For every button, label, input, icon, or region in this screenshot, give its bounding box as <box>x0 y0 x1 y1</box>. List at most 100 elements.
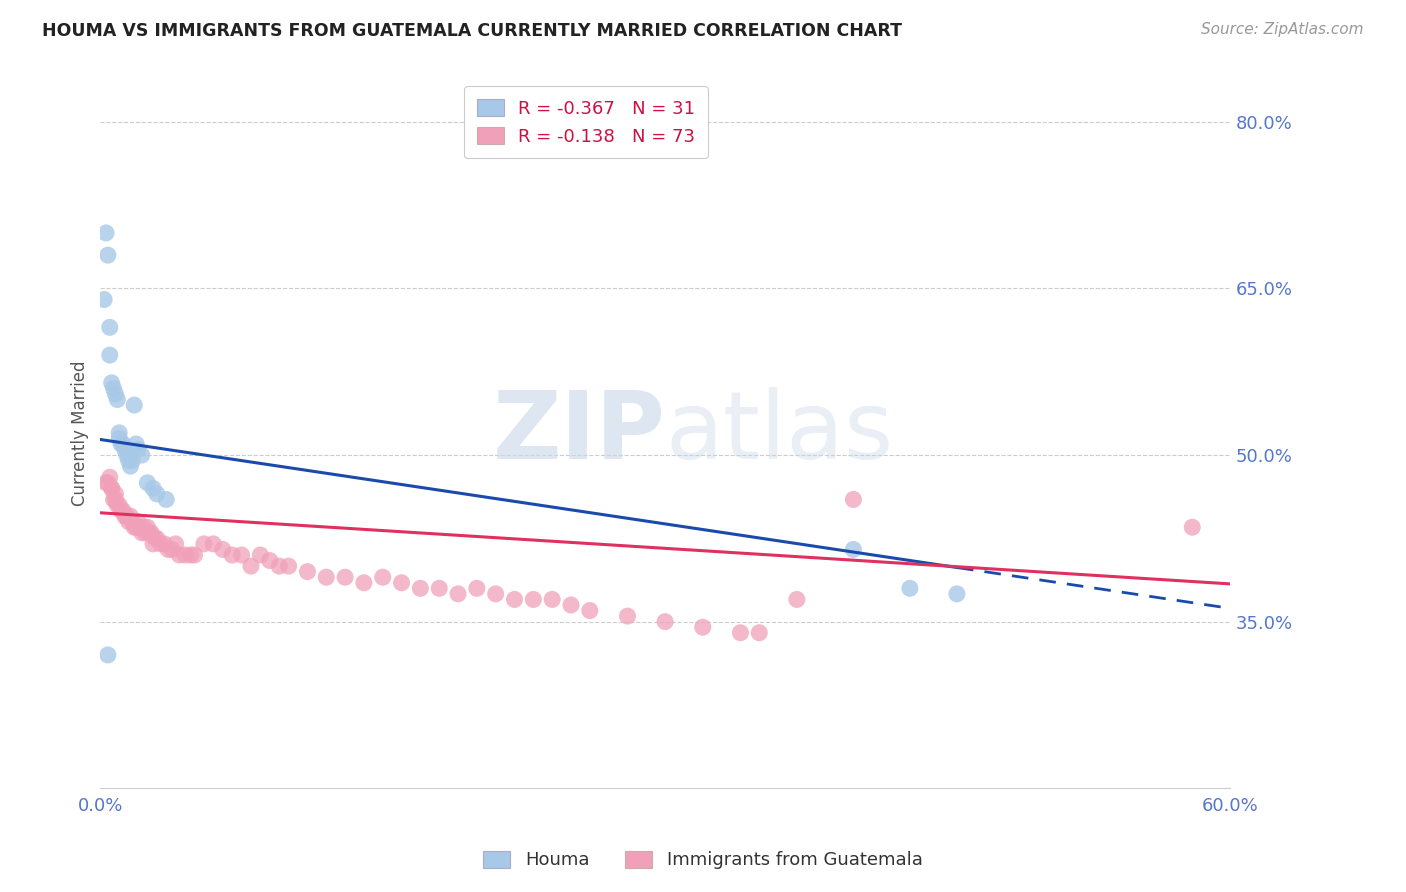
Point <box>371 570 394 584</box>
Point <box>108 425 131 440</box>
Point <box>104 492 127 507</box>
Point <box>249 548 271 562</box>
Point <box>146 487 169 501</box>
Point <box>259 553 281 567</box>
Point <box>117 448 139 462</box>
Point <box>269 559 291 574</box>
Point <box>409 582 432 596</box>
Point <box>333 570 356 584</box>
Point <box>541 592 564 607</box>
Point <box>898 582 921 596</box>
Point <box>127 442 149 457</box>
Point <box>104 487 127 501</box>
Point <box>427 582 450 596</box>
Legend: Houma, Immigrants from Guatemala: Houma, Immigrants from Guatemala <box>474 842 932 879</box>
Point <box>97 248 120 262</box>
Point <box>180 548 202 562</box>
Point <box>353 575 375 590</box>
Point <box>120 509 142 524</box>
Point <box>579 603 602 617</box>
Point <box>131 448 153 462</box>
Point <box>104 387 127 401</box>
Point <box>315 570 337 584</box>
Point <box>98 348 121 362</box>
Point <box>110 437 132 451</box>
Point <box>97 648 120 662</box>
Point <box>391 575 413 590</box>
Point <box>485 587 508 601</box>
Point <box>93 293 115 307</box>
Point <box>157 542 180 557</box>
Point <box>1181 520 1204 534</box>
Point <box>108 431 131 445</box>
Point <box>142 537 165 551</box>
Point <box>183 548 205 562</box>
Point <box>103 381 125 395</box>
Point <box>103 492 125 507</box>
Point <box>117 515 139 529</box>
Point <box>169 548 191 562</box>
Point <box>115 448 138 462</box>
Point <box>560 598 582 612</box>
Point <box>160 542 183 557</box>
Point <box>125 437 148 451</box>
Point <box>143 532 166 546</box>
Point <box>114 442 136 457</box>
Point <box>128 520 150 534</box>
Point <box>842 542 865 557</box>
Point <box>121 515 143 529</box>
Text: atlas: atlas <box>665 387 893 479</box>
Point <box>122 398 145 412</box>
Point <box>946 587 969 601</box>
Point <box>98 470 121 484</box>
Point <box>111 437 134 451</box>
Point <box>522 592 544 607</box>
Point <box>122 520 145 534</box>
Point <box>94 226 117 240</box>
Point <box>447 587 470 601</box>
Point <box>155 492 177 507</box>
Y-axis label: Currently Married: Currently Married <box>72 360 89 506</box>
Point <box>117 453 139 467</box>
Point <box>100 376 122 390</box>
Point <box>221 548 243 562</box>
Point <box>100 481 122 495</box>
Point <box>115 509 138 524</box>
Point <box>138 525 160 540</box>
Point <box>146 532 169 546</box>
Point <box>114 509 136 524</box>
Point <box>153 537 176 551</box>
Point <box>277 559 299 574</box>
Point <box>100 481 122 495</box>
Point <box>142 481 165 495</box>
Point <box>110 503 132 517</box>
Point <box>503 592 526 607</box>
Point <box>121 453 143 467</box>
Point <box>132 520 155 534</box>
Point <box>98 320 121 334</box>
Point <box>616 609 638 624</box>
Point <box>125 520 148 534</box>
Point <box>842 492 865 507</box>
Point <box>97 475 120 490</box>
Point <box>136 520 159 534</box>
Point <box>193 537 215 551</box>
Point <box>465 582 488 596</box>
Legend: R = -0.367   N = 31, R = -0.138   N = 73: R = -0.367 N = 31, R = -0.138 N = 73 <box>464 87 709 159</box>
Point <box>141 525 163 540</box>
Point <box>202 537 225 551</box>
Point <box>231 548 253 562</box>
Point <box>131 525 153 540</box>
Text: Source: ZipAtlas.com: Source: ZipAtlas.com <box>1201 22 1364 37</box>
Point <box>127 515 149 529</box>
Point <box>111 503 134 517</box>
Point <box>108 498 131 512</box>
Point <box>654 615 676 629</box>
Point <box>149 537 172 551</box>
Point <box>239 559 262 574</box>
Point <box>165 537 187 551</box>
Text: HOUMA VS IMMIGRANTS FROM GUATEMALA CURRENTLY MARRIED CORRELATION CHART: HOUMA VS IMMIGRANTS FROM GUATEMALA CURRE… <box>42 22 903 40</box>
Point <box>748 625 770 640</box>
Point <box>297 565 319 579</box>
Point <box>94 475 117 490</box>
